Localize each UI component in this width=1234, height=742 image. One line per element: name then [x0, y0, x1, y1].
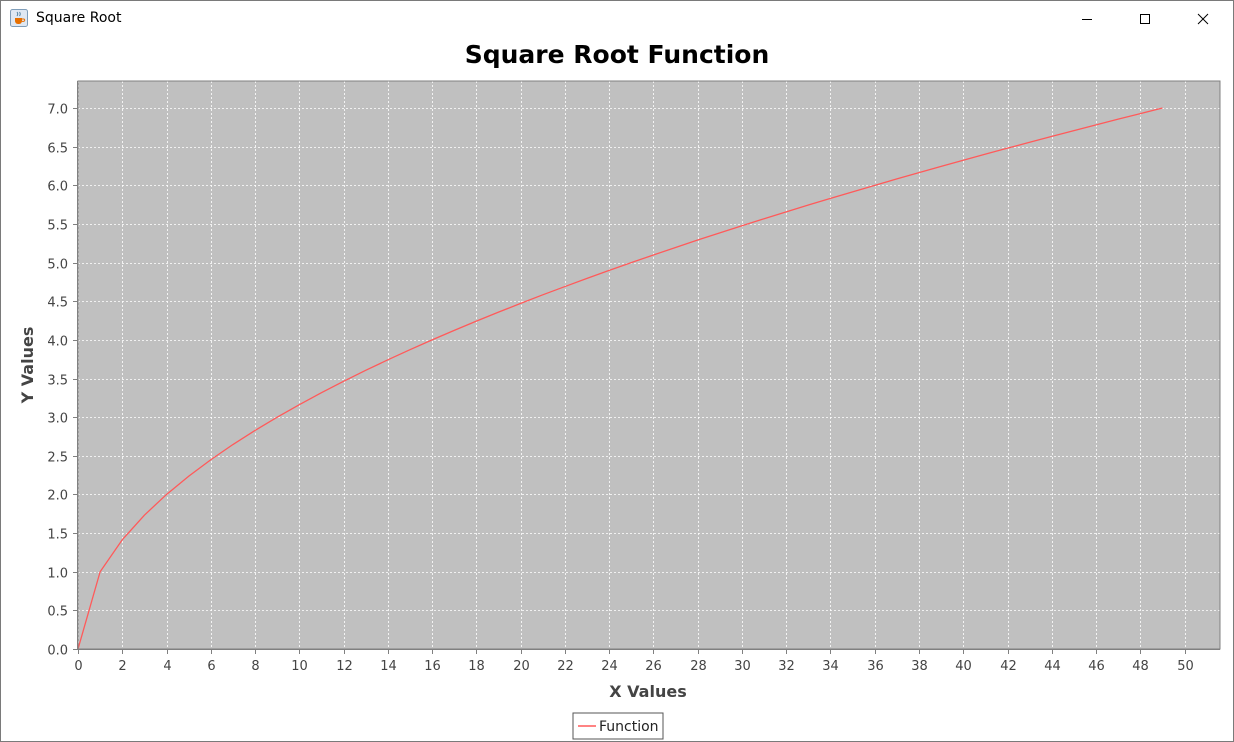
y-tick-label: 5.5 [47, 219, 68, 234]
x-tick-label: 40 [955, 659, 972, 674]
x-tick-label: 6 [207, 659, 215, 674]
x-tick-label: 18 [468, 659, 485, 674]
minimize-button[interactable] [1058, 1, 1116, 37]
x-tick-label: 46 [1088, 659, 1105, 674]
y-tick-label: 4.5 [47, 296, 68, 311]
y-tick-label: 2.0 [47, 489, 68, 504]
y-tick-label: 6.0 [47, 180, 68, 195]
plot-background [78, 81, 1220, 649]
x-axis-label: X Values [609, 682, 686, 701]
x-tick-label: 10 [291, 659, 308, 674]
gridlines [78, 81, 1220, 650]
series-group [77, 107, 1163, 650]
x-tick-label: 0 [74, 659, 82, 674]
x-tick-label: 4 [163, 659, 171, 674]
y-tick-label: 2.5 [47, 451, 68, 466]
x-tick-label: 50 [1177, 659, 1194, 674]
chart-area: Square Root Function 0 2 4 6 8 10 12 14 16 18 20 22… [18, 40, 1221, 740]
x-tick-label: 48 [1132, 659, 1149, 674]
x-tick-label: 32 [778, 659, 795, 674]
x-tick-label: 24 [601, 659, 618, 674]
x-axis: 0 2 4 6 8 10 12 14 16 18 20 22 24 26 28 30 32 34 36 38 40 42 4… [74, 649, 1220, 674]
y-tick-label: 7.0 [47, 103, 68, 118]
y-tick-label: 4.0 [47, 335, 68, 350]
x-tick-label: 42 [1000, 659, 1017, 674]
java-cup-icon [10, 9, 28, 27]
y-axis: 0.0 0.5 1.0 1.5 2.0 2.5 3.0 3.5 4.0 4.5 5.0 5.5 6.0 6… [47, 81, 78, 659]
minimize-icon [1082, 19, 1092, 20]
y-tick-label: 3.0 [47, 412, 68, 427]
x-tick-label: 36 [867, 659, 884, 674]
x-tick-label: 44 [1044, 659, 1061, 674]
y-tick-label: 6.5 [47, 142, 68, 157]
x-tick-label: 8 [251, 659, 259, 674]
close-icon [1197, 13, 1209, 25]
x-tick-label: 16 [424, 659, 441, 674]
x-tick-label: 2 [118, 659, 126, 674]
title-bar[interactable]: Square Root [1, 1, 1233, 37]
series-line [77, 107, 1163, 650]
legend-label: Function [599, 719, 659, 735]
x-tick-label: 28 [690, 659, 707, 674]
y-tick-label: 0.0 [47, 644, 68, 659]
x-tick-label: 22 [557, 659, 574, 674]
x-tick-label: 26 [645, 659, 662, 674]
y-tick-label: 1.0 [47, 567, 68, 582]
x-tick-label: 30 [734, 659, 751, 674]
x-tick-label: 14 [380, 659, 397, 674]
y-tick-label: 3.5 [47, 374, 68, 389]
x-tick-label: 38 [911, 659, 928, 674]
maximize-icon [1140, 14, 1150, 24]
window-title: Square Root [36, 10, 122, 26]
x-tick-label: 12 [336, 659, 353, 674]
close-button[interactable] [1174, 1, 1232, 37]
legend[interactable]: Function [572, 712, 664, 740]
maximize-button[interactable] [1116, 1, 1174, 37]
x-tick-label: 20 [513, 659, 530, 674]
y-tick-label: 5.0 [47, 258, 68, 273]
chart-title: Square Root Function [465, 40, 770, 69]
y-tick-label: 1.5 [47, 528, 68, 543]
x-tick-label: 34 [822, 659, 839, 674]
y-axis-label: Y Values [18, 327, 37, 405]
y-tick-label: 0.5 [47, 605, 68, 620]
